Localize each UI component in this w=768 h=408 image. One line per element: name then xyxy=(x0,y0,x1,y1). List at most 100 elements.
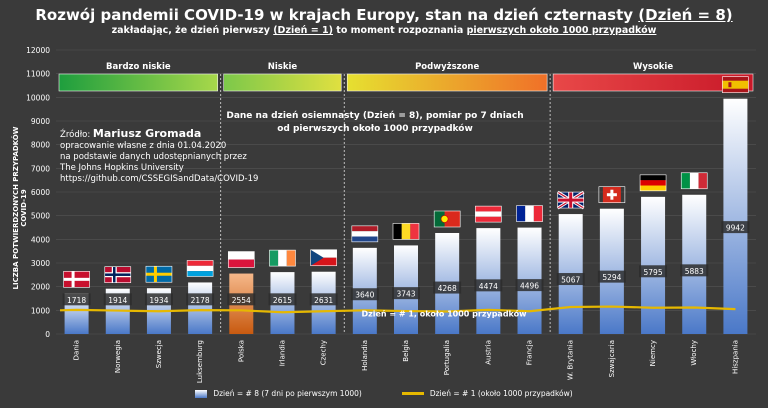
line-label: Dzień = # 1, około 1000 przypadków xyxy=(361,308,527,318)
line-series-day1 xyxy=(59,305,736,314)
value-label-bg xyxy=(721,221,750,234)
spain-flag xyxy=(722,76,749,94)
value-label: 9942 xyxy=(726,224,745,233)
value-label-bg xyxy=(515,279,544,292)
category-label: Austria xyxy=(484,340,492,365)
portugal-flag xyxy=(433,210,461,228)
poland-flag xyxy=(227,251,255,268)
value-label: 2178 xyxy=(191,296,210,305)
value-label: 2631 xyxy=(314,296,333,305)
legend-label-bar: Dzień = # 8 (7 dni po pierwszym 1000) xyxy=(213,389,362,398)
value-label-bg xyxy=(392,287,420,300)
y-tick-label: 5000 xyxy=(31,212,50,221)
category-label: Szwecja xyxy=(155,340,163,368)
zone-label: Niskie xyxy=(268,62,298,72)
value-label-bg xyxy=(227,293,256,306)
value-label: 1914 xyxy=(108,296,127,305)
value-label-bg xyxy=(680,264,709,277)
legend-item-line: Dzień = # 1 (około 1000 przypadków) xyxy=(401,389,573,398)
value-label: 5883 xyxy=(685,267,704,276)
norway-flag xyxy=(104,266,132,284)
category-label: Norwegia xyxy=(114,340,122,373)
legend-item-bars: Dzień = # 8 (7 dni po pierwszym 1000) xyxy=(195,389,362,398)
value-label: 5294 xyxy=(602,273,621,282)
value-label-bg xyxy=(350,288,379,301)
category-label: Portugalia xyxy=(443,340,451,375)
category-label: Holandia xyxy=(361,340,369,371)
czechia-flag xyxy=(310,249,337,267)
zone-band xyxy=(552,73,754,92)
y-tick-label: 7000 xyxy=(31,164,50,173)
value-label: 4474 xyxy=(479,282,498,291)
title-highlight: (Dzień = 8) xyxy=(638,6,733,24)
subtitle-part-b: (Dzień = 1) xyxy=(273,25,333,36)
chart-title: Rozwój pandemii COVID-19 w krajach Europ… xyxy=(0,6,768,24)
value-label: 4496 xyxy=(520,282,539,291)
y-tick-label: 4000 xyxy=(31,235,50,244)
title-main: Rozwój pandemii COVID-19 w krajach Europ… xyxy=(35,6,634,24)
value-label-bg xyxy=(309,293,338,306)
zone-band xyxy=(346,73,548,92)
value-label-bg xyxy=(639,265,668,278)
note-line-1: Dane na dzień osiemnasty (Dzień = 8), po… xyxy=(226,111,524,121)
zone-band xyxy=(58,73,219,92)
y-tick-label: 2000 xyxy=(31,283,50,292)
sweden-flag xyxy=(145,265,173,283)
value-label: 3640 xyxy=(355,291,374,300)
legend-swatch-line xyxy=(401,392,424,395)
zone-label: Podwyższone xyxy=(415,62,479,72)
value-label-bg xyxy=(433,281,462,294)
source-author: Mariusz Gromada xyxy=(92,127,202,140)
italy-flag xyxy=(680,172,708,190)
germany-flag xyxy=(639,174,667,192)
bar xyxy=(188,282,213,334)
y-tick-label: 6000 xyxy=(31,188,50,197)
uk-flag xyxy=(556,190,585,210)
y-tick-label: 10000 xyxy=(26,93,50,102)
source-line-4: https://github.com/CSSEGISandData/COVID-… xyxy=(60,174,259,184)
value-label-bg xyxy=(103,293,132,306)
switzerland-flag xyxy=(598,186,626,204)
value-label-bg xyxy=(268,293,297,306)
source-line-1: opracowanie własne z dnia 01.04.2020 xyxy=(60,141,227,151)
subtitle-part-c: to moment rozpoznania xyxy=(336,25,464,36)
zone-label: Bardzo niskie xyxy=(106,62,171,72)
category-label: W. Brytania xyxy=(567,340,575,380)
legend-label-line: Dzień = # 1 (około 1000 przypadków) xyxy=(429,389,573,398)
luxembourg-flag xyxy=(186,260,214,277)
denmark-flag xyxy=(63,271,90,288)
category-label: Belgia xyxy=(402,340,410,362)
note-line-2: od pierwszych około 1000 przypadków xyxy=(277,124,473,134)
source-label: Źródło: xyxy=(60,130,91,140)
y-tick-label: 11000 xyxy=(26,70,50,79)
source-block: Źródło: Mariusz Gromada opracowanie włas… xyxy=(60,128,258,185)
zone-label: Wysokie xyxy=(633,62,673,72)
y-tick-label: 0 xyxy=(45,330,50,339)
source-line-3: The Johns Hopkins University xyxy=(60,163,184,173)
category-label: Irlandia xyxy=(278,340,286,366)
subtitle-part-a: zakładając, że dzień pierwszy xyxy=(111,25,270,36)
category-label: Czechy xyxy=(320,340,328,365)
y-tick-label: 1000 xyxy=(31,306,50,315)
value-label-bg xyxy=(474,279,503,292)
y-tick-label: 3000 xyxy=(31,259,50,268)
source-line-2: na podstawie danych udostępnianych przez xyxy=(60,152,247,162)
netherlands-flag xyxy=(351,225,379,243)
chart-subtitle: zakładając, że dzień pierwszy (Dzień = 1… xyxy=(0,25,768,36)
y-tick-label: 12000 xyxy=(26,46,50,55)
y-tick-label: 8000 xyxy=(31,141,50,150)
category-label: Dania xyxy=(73,340,81,360)
value-label: 2554 xyxy=(232,296,251,305)
value-label: 2615 xyxy=(273,296,292,305)
category-label: Niemcy xyxy=(649,340,657,366)
legend-swatch-bar xyxy=(195,389,208,398)
annotation-note: Dane na dzień osiemnasty (Dzień = 8), po… xyxy=(225,110,525,136)
category-label: Francja xyxy=(526,340,534,365)
value-label-bg xyxy=(144,293,173,306)
austria-flag xyxy=(475,205,502,223)
value-label: 4268 xyxy=(438,284,457,293)
ireland-flag xyxy=(269,249,296,267)
category-label: Włochy xyxy=(690,340,698,366)
value-label-bg xyxy=(556,273,585,286)
category-label: Hiszpania xyxy=(731,340,739,374)
